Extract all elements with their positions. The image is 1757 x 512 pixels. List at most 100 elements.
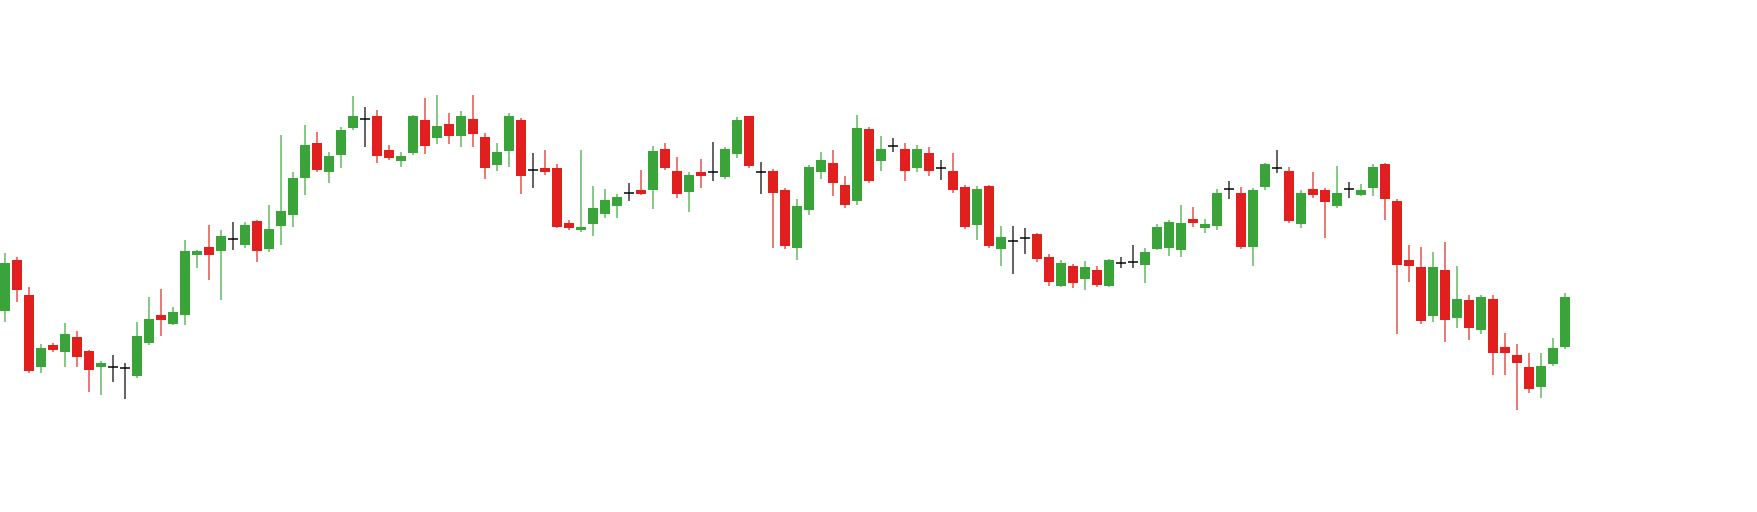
candle-body xyxy=(144,319,154,343)
candle-body xyxy=(1404,260,1414,266)
candle-body xyxy=(660,149,670,168)
candle-body xyxy=(48,345,58,350)
candle-body xyxy=(552,168,562,227)
candle-body xyxy=(792,206,802,248)
candle-body xyxy=(684,175,694,192)
candle-body xyxy=(1416,267,1426,321)
candle-body xyxy=(1248,190,1258,247)
candle-body xyxy=(72,337,82,357)
candle-body xyxy=(336,130,346,155)
candle-body xyxy=(972,189,982,225)
candle-body xyxy=(840,185,850,205)
candle-body xyxy=(264,229,274,249)
candle-body xyxy=(324,156,334,172)
candle-body xyxy=(1032,234,1042,259)
candle-body xyxy=(216,236,226,251)
candle-body xyxy=(1560,297,1570,347)
candle-body xyxy=(588,208,598,224)
candle-body xyxy=(24,295,34,371)
candle-body xyxy=(804,167,814,210)
candle-body xyxy=(0,263,10,311)
candle-body xyxy=(1308,189,1318,195)
candle-body xyxy=(996,237,1006,249)
candle-body xyxy=(852,128,862,201)
candle-body xyxy=(312,143,322,170)
candle-body xyxy=(780,190,790,246)
candle-body xyxy=(1044,257,1054,282)
candle-body xyxy=(1152,227,1162,249)
candle-body xyxy=(300,145,310,178)
candle-body xyxy=(540,168,550,172)
candle-body xyxy=(60,334,70,352)
candle-body xyxy=(864,129,874,181)
candle-body xyxy=(1536,366,1546,387)
candle-body xyxy=(816,160,826,172)
candle-body xyxy=(168,312,178,324)
candle-body xyxy=(348,116,358,128)
candle-body xyxy=(636,190,646,194)
candle-body xyxy=(252,221,262,251)
candle-body xyxy=(1284,171,1294,221)
candle-body xyxy=(768,171,778,193)
candle-body xyxy=(1212,193,1222,226)
candle-body xyxy=(1356,190,1366,195)
candle-body xyxy=(1104,260,1114,286)
candle-body xyxy=(876,149,886,161)
candle-body xyxy=(192,251,202,255)
candle-body xyxy=(1524,367,1534,389)
candle-body xyxy=(204,247,214,255)
candle-body xyxy=(1464,300,1474,328)
candle-body xyxy=(444,124,454,136)
candle-body xyxy=(1332,193,1342,206)
candle-body xyxy=(828,163,838,183)
candle-body xyxy=(36,348,46,367)
candle-body xyxy=(1368,167,1378,188)
candle-body xyxy=(672,171,682,194)
candle-body xyxy=(276,211,286,226)
candle-body xyxy=(492,152,502,165)
candle-body xyxy=(720,149,730,177)
candle-body xyxy=(156,315,166,320)
candle-body xyxy=(1176,223,1186,250)
candle-body xyxy=(408,116,418,153)
candle-body xyxy=(576,227,586,230)
candle-body xyxy=(984,186,994,246)
candle-body xyxy=(480,137,490,168)
candle-body xyxy=(1500,347,1510,353)
candle-body xyxy=(288,178,298,215)
candle-body xyxy=(1392,201,1402,265)
candle-body xyxy=(1164,222,1174,248)
candle-body xyxy=(960,187,970,227)
candle-body xyxy=(600,200,610,214)
candle-body xyxy=(900,149,910,171)
candle-body xyxy=(744,116,754,166)
candle-body xyxy=(456,116,466,136)
candle-body xyxy=(1296,193,1306,224)
candle-body xyxy=(1488,299,1498,353)
candle-body xyxy=(372,116,382,156)
candle-body xyxy=(696,172,706,176)
candle-body xyxy=(1140,252,1150,265)
candle-body xyxy=(240,225,250,245)
candle-body xyxy=(648,151,658,190)
candle-body xyxy=(1260,164,1270,187)
candle-body xyxy=(1080,267,1090,279)
candle-body xyxy=(732,120,742,154)
candle-body xyxy=(1380,164,1390,199)
candle-body xyxy=(1548,348,1558,364)
candle-body xyxy=(1056,263,1066,286)
candle-body xyxy=(1236,193,1246,247)
candle-body xyxy=(1320,190,1330,202)
candle-body xyxy=(84,351,94,370)
candle-body xyxy=(132,336,142,376)
candle-body xyxy=(1476,297,1486,330)
candle-body xyxy=(1068,266,1078,283)
candle-body xyxy=(12,260,22,290)
candle-body xyxy=(564,223,574,228)
candle-body xyxy=(1188,219,1198,223)
candle-body xyxy=(1200,224,1210,228)
candle-body xyxy=(1428,267,1438,316)
candle-body xyxy=(1440,270,1450,320)
